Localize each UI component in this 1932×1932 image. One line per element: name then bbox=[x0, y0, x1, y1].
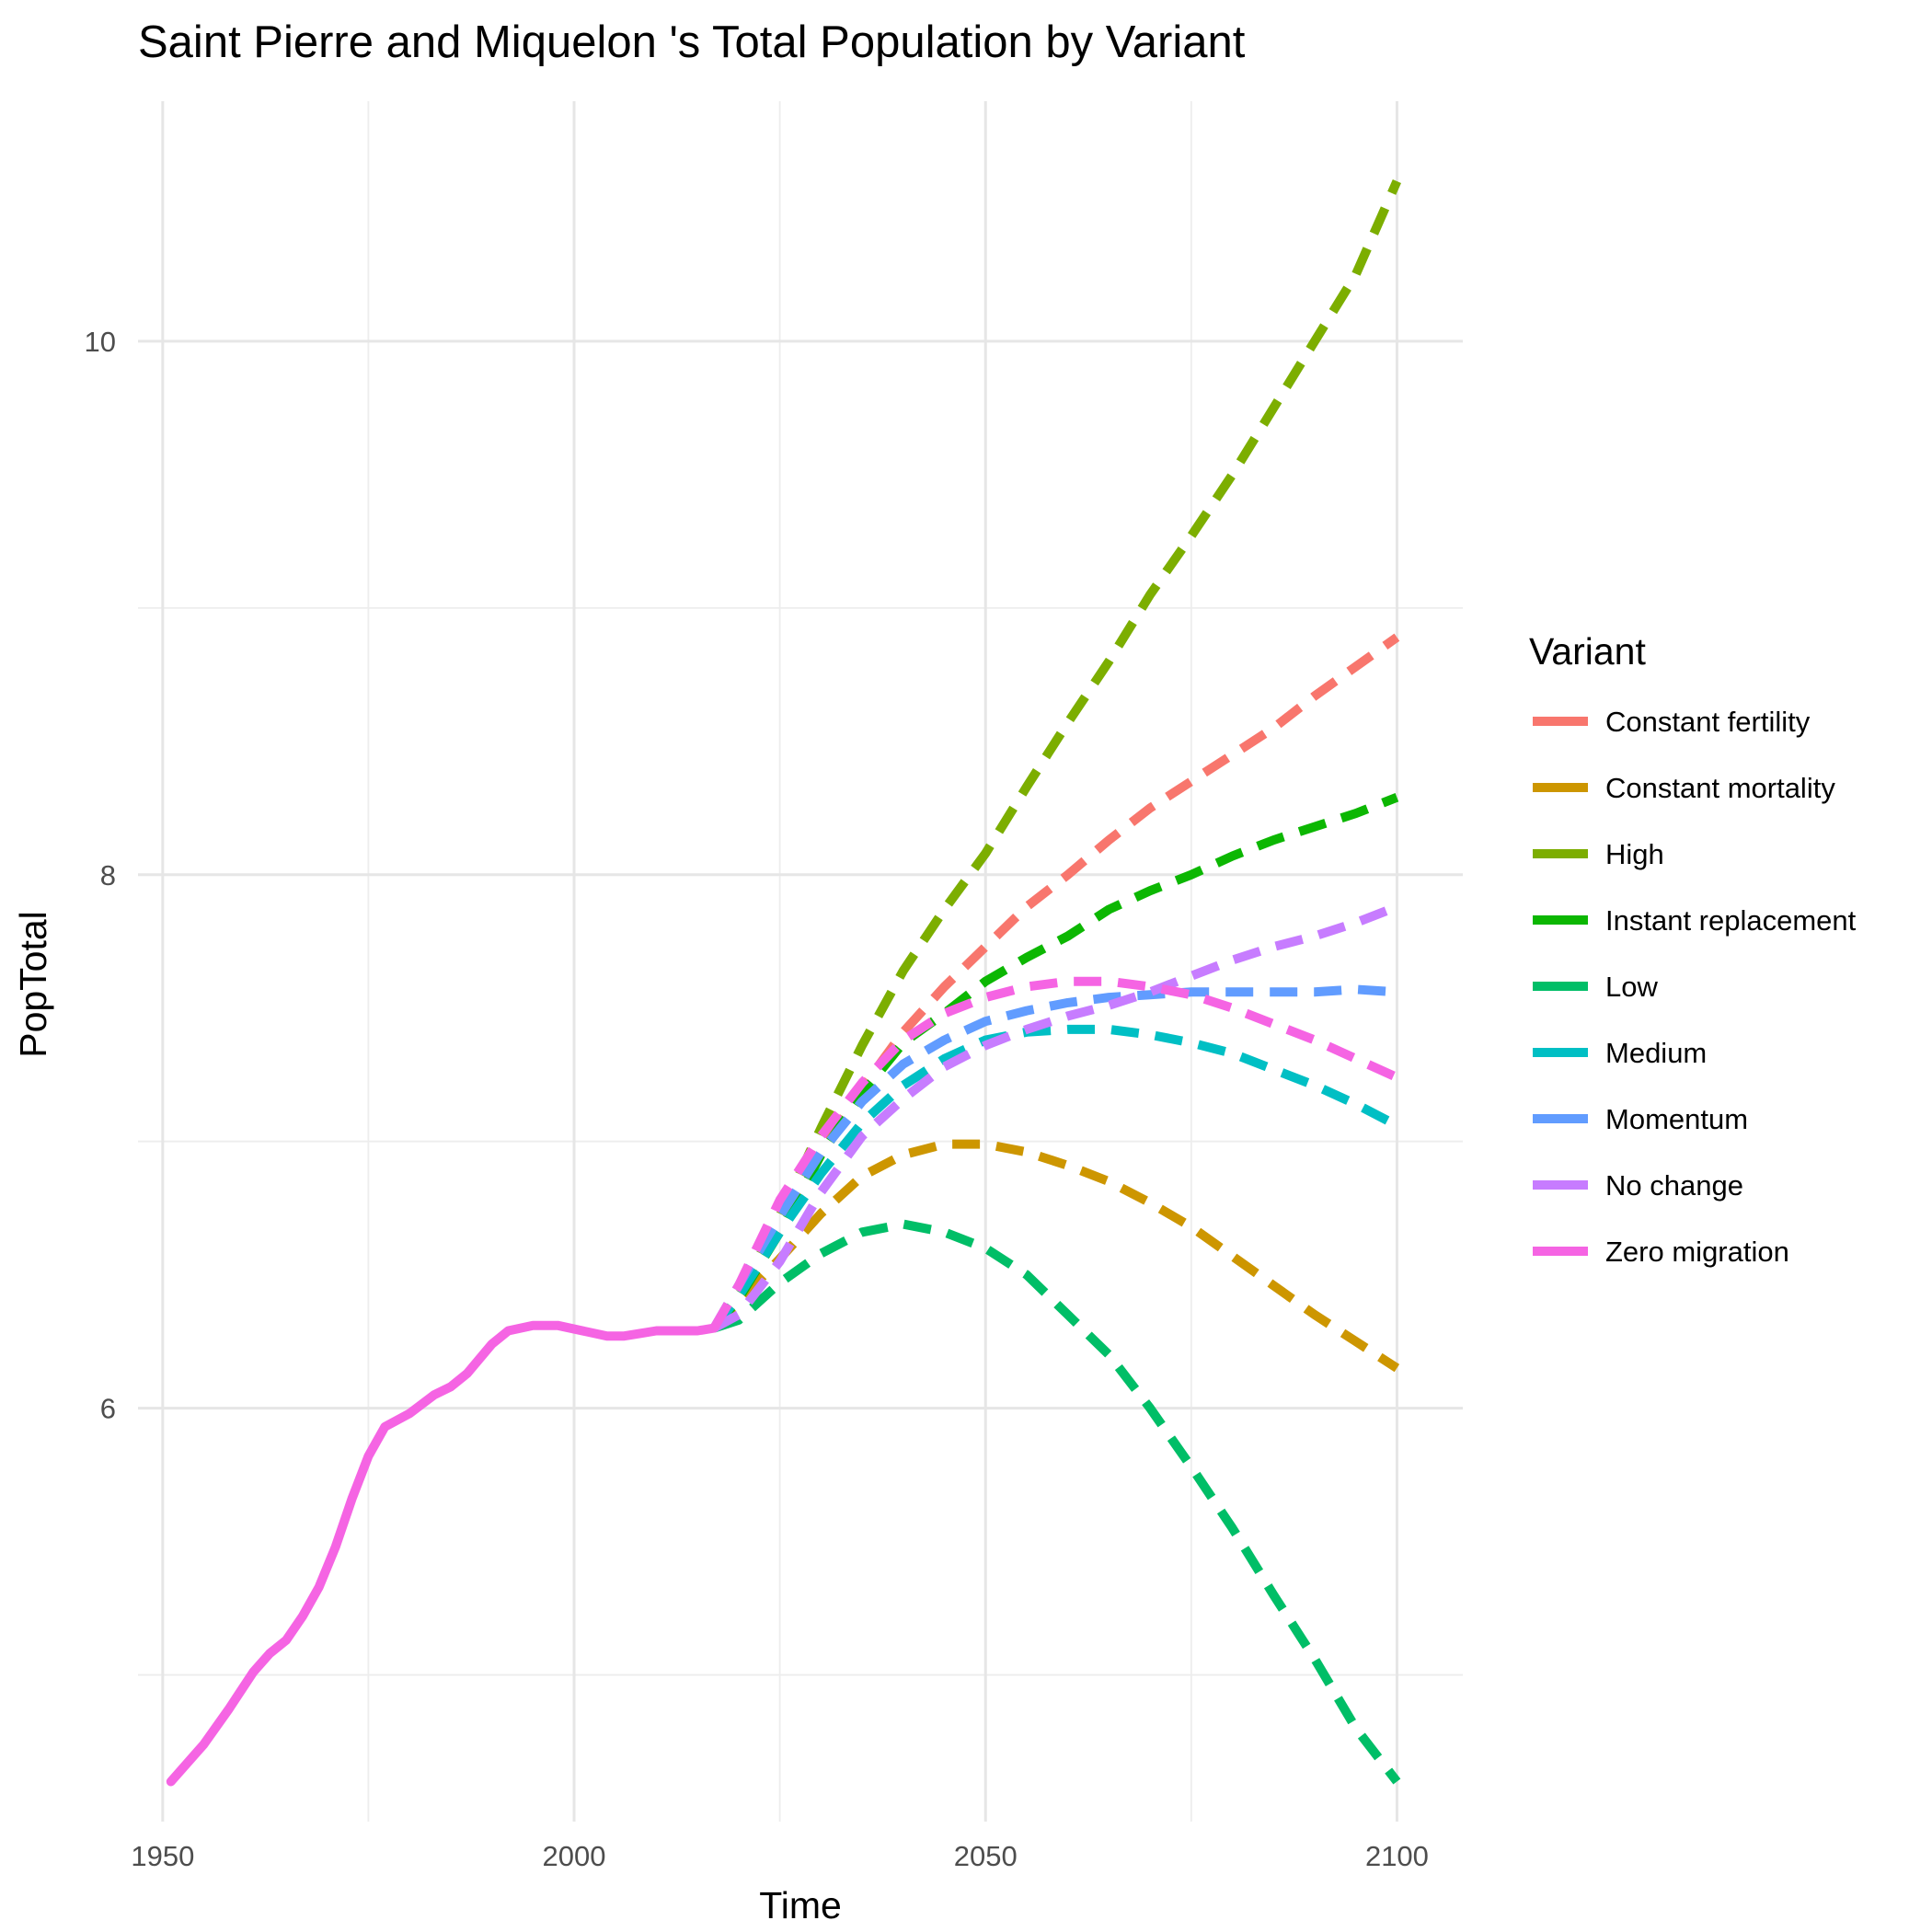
legend: Variant Constant fertility Constant morta… bbox=[1529, 630, 1857, 1268]
series-lines bbox=[166, 178, 1401, 1787]
legend-label-instant-replacement: Instant replacement bbox=[1605, 904, 1857, 937]
y-axis-title: PopTotal bbox=[12, 911, 54, 1058]
legend-label-no-change: No change bbox=[1605, 1169, 1743, 1202]
legend-label-constant-mortality: Constant mortality bbox=[1605, 772, 1835, 804]
legend-label-constant-fertility: Constant fertility bbox=[1605, 706, 1811, 738]
x-tick-label: 1950 bbox=[131, 1840, 194, 1872]
grid-lines bbox=[138, 101, 1463, 1822]
x-tick-label: 2100 bbox=[1365, 1840, 1429, 1872]
legend-label-high: High bbox=[1605, 838, 1664, 870]
series-line-instant-replacement bbox=[710, 793, 1399, 1331]
legend-label-zero-migration: Zero migration bbox=[1605, 1236, 1789, 1268]
series-line-medium bbox=[710, 1024, 1399, 1331]
y-tick-label: 8 bbox=[100, 859, 116, 891]
legend-title: Variant bbox=[1529, 630, 1646, 673]
y-tick-label: 6 bbox=[100, 1393, 116, 1425]
legend-label-medium: Medium bbox=[1605, 1037, 1707, 1069]
chart-title: Saint Pierre and Miquelon 's Total Popul… bbox=[138, 17, 1246, 67]
series-line-zero-migration bbox=[709, 976, 1399, 1331]
series-line-momentum bbox=[709, 984, 1397, 1331]
x-tick-label: 2000 bbox=[543, 1840, 606, 1872]
legend-label-momentum: Momentum bbox=[1605, 1103, 1748, 1135]
x-tick-label: 2050 bbox=[954, 1840, 1018, 1872]
x-axis-title: Time bbox=[759, 1884, 842, 1926]
series-line-high bbox=[710, 178, 1401, 1331]
series-line-low bbox=[712, 1219, 1401, 1785]
y-tick-label: 10 bbox=[85, 326, 116, 358]
series-line-constant-mortality bbox=[710, 1139, 1400, 1373]
x-axis-ticks: 1950 2000 2050 2100 bbox=[131, 1840, 1429, 1872]
historical-line bbox=[166, 1320, 719, 1787]
series-line-no-change bbox=[711, 902, 1399, 1332]
y-axis-ticks: 6 8 10 bbox=[85, 326, 116, 1425]
legend-label-low: Low bbox=[1605, 971, 1658, 1003]
